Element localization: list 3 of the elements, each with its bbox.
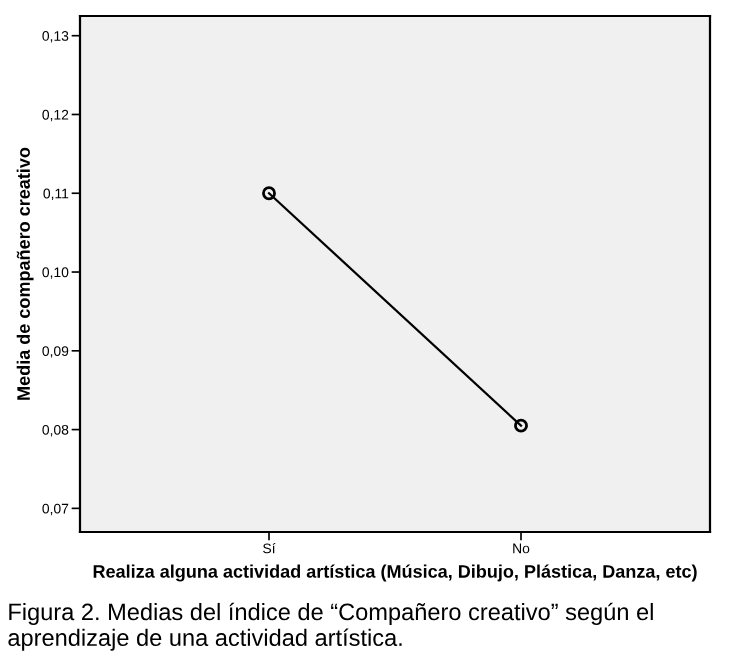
y-axis-title: Media de compañero creativo <box>16 147 34 400</box>
text: Figura 2. Medias del índice de “Compañero creativo” según el aprendizaje de una actividad artística. <box>8 602 653 651</box>
x-axis-title: Realiza alguna actividad artística (Música, Dibujo, Plástica, Danza, etc) <box>93 564 697 582</box>
